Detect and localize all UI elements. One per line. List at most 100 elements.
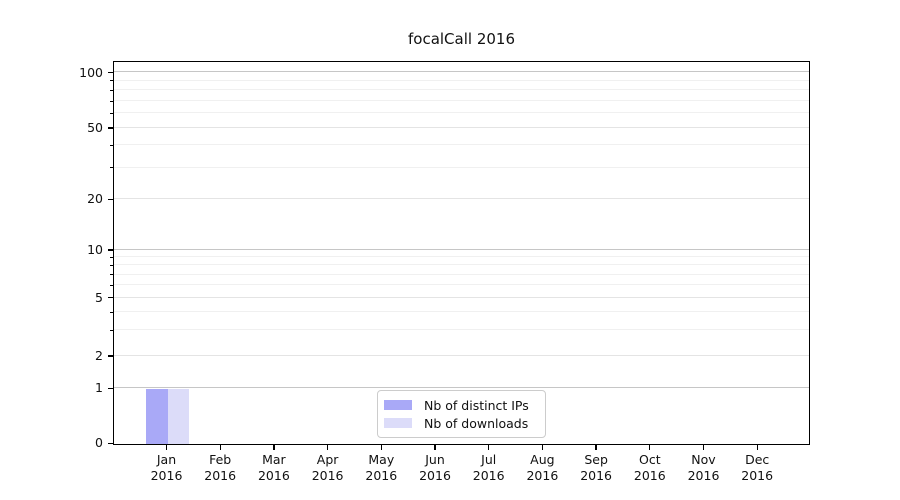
bar-downloads-jan [167, 388, 189, 444]
y-tick-mark-2 [108, 355, 113, 357]
y-tick-mark-50 [108, 127, 113, 129]
x-tick-label-line: 2016 [257, 467, 290, 483]
y-minor-gridline-80 [114, 89, 809, 91]
x-tick-label-line: Sep [584, 452, 608, 467]
legend: Nb of distinct IPs Nb of downloads [377, 390, 546, 438]
y-tick-mark-20 [108, 198, 113, 201]
y-minor-gridline-4 [114, 311, 809, 312]
x-tick-label-jan: Jan 2016 [135, 452, 199, 483]
y-minor-gridline-9 [114, 256, 809, 258]
y-minor-tick-3 [110, 329, 113, 331]
x-tick-mark-dec [756, 445, 758, 450]
legend-item-distinct-ips: Nb of distinct IPs [384, 396, 536, 414]
y-minor-tick-8 [110, 264, 113, 266]
x-tick-label-line: May [368, 452, 395, 467]
x-tick-label-line: 2016 [311, 467, 344, 483]
y-minor-tick-6 [110, 284, 113, 286]
x-tick-mark-nov [702, 445, 705, 450]
y-tick-mark-100 [108, 71, 113, 74]
y-minor-gridline-40 [114, 144, 809, 146]
y-tick-label-100: 100 [79, 64, 103, 80]
y-tick-label-10: 10 [87, 242, 103, 258]
x-tick-label-dec: Dec 2016 [725, 452, 789, 483]
y-minor-gridline-70 [114, 100, 809, 102]
y-minor-tick-9 [110, 256, 113, 258]
y-tick-mark-10 [108, 249, 113, 251]
y-minor-gridline-6 [114, 284, 809, 286]
legend-item-downloads: Nb of downloads [384, 414, 536, 432]
y-tick-label-2: 2 [95, 348, 103, 364]
y-minor-tick-7 [110, 274, 113, 276]
y-minor-gridline-30 [114, 166, 809, 168]
y-minor-tick-70 [110, 100, 113, 102]
y-tick-mark-5 [108, 296, 113, 299]
y-minor-tick-40 [110, 144, 113, 146]
y-minor-tick-30 [110, 167, 113, 169]
legend-label-distinct-ips: Nb of distinct IPs [424, 397, 529, 413]
x-tick-label-line: 2016 [419, 467, 451, 483]
x-tick-label-line: Dec [745, 452, 770, 467]
x-tick-label-line: Jun [425, 452, 445, 467]
x-tick-label-line: Aug [530, 452, 555, 467]
legend-swatch-downloads [384, 418, 412, 428]
x-tick-label-line: 2016 [472, 467, 505, 483]
y-tick-mark-1 [108, 387, 113, 390]
y-gridline-100 [114, 71, 809, 73]
legend-label-downloads: Nb of downloads [424, 415, 529, 431]
y-minor-tick-90 [110, 80, 113, 82]
y-tick-label-50: 50 [87, 120, 103, 136]
x-tick-mark-oct [649, 445, 651, 450]
x-tick-mark-aug [541, 445, 544, 450]
x-tick-label-sep: Sep 2016 [564, 452, 628, 483]
x-tick-label-line: Jul [481, 452, 497, 467]
y-gridline-5 [114, 296, 809, 298]
x-tick-label-line: Oct [638, 452, 661, 467]
y-minor-tick-80 [110, 89, 113, 91]
x-tick-mark-jun [434, 445, 436, 450]
y-tick-mark-0 [108, 442, 113, 445]
y-minor-gridline-90 [114, 79, 809, 81]
y-minor-tick-60 [110, 112, 113, 114]
x-tick-label-line: Jan [156, 452, 177, 467]
x-tick-label-oct: Oct 2016 [618, 452, 682, 483]
x-tick-label-line: Feb [209, 452, 232, 467]
x-tick-label-line: 2016 [204, 467, 237, 483]
x-tick-mark-jan [165, 445, 168, 450]
y-minor-tick-4 [110, 311, 113, 313]
x-tick-label-line: 2016 [580, 467, 612, 483]
plot-area [113, 61, 810, 445]
x-tick-label-line: 2016 [365, 467, 398, 483]
y-minor-gridline-60 [114, 112, 809, 114]
x-tick-label-jun: Jun 2016 [403, 452, 467, 483]
y-gridline-20 [114, 198, 809, 200]
x-tick-label-mar: Mar 2016 [242, 452, 306, 483]
x-tick-label-nov: Nov 2016 [672, 452, 736, 483]
x-tick-mark-may [380, 445, 382, 450]
legend-swatch-distinct-ips [384, 400, 412, 410]
x-tick-label-aug: Aug 2016 [510, 452, 574, 483]
x-tick-label-line: Apr [316, 452, 339, 467]
y-gridline-1 [114, 387, 809, 389]
x-tick-label-line: 2016 [741, 467, 774, 483]
x-tick-mark-sep [595, 445, 597, 450]
x-tick-label-line: Nov [691, 452, 716, 467]
chart-title: focalCall 2016 [407, 30, 515, 48]
x-tick-label-line: 2016 [687, 467, 720, 483]
y-gridline-10 [114, 248, 809, 250]
x-tick-mark-feb [219, 445, 221, 450]
y-tick-label-1: 1 [95, 380, 103, 396]
x-tick-label-apr: Apr 2016 [296, 452, 360, 483]
x-tick-mark-jul [488, 445, 490, 450]
y-gridline-2 [114, 355, 809, 357]
y-tick-label-0: 0 [95, 435, 103, 451]
y-minor-gridline-8 [114, 264, 809, 266]
x-tick-label-line: 2016 [150, 467, 183, 483]
x-tick-label-feb: Feb 2016 [188, 452, 252, 483]
x-tick-label-line: 2016 [633, 467, 666, 483]
y-gridline-50 [114, 126, 809, 128]
x-tick-label-may: May 2016 [349, 452, 413, 483]
y-tick-label-20: 20 [87, 191, 103, 207]
bar-distinct-ips-jan [146, 388, 168, 444]
x-tick-label-jul: Jul 2016 [457, 452, 521, 483]
